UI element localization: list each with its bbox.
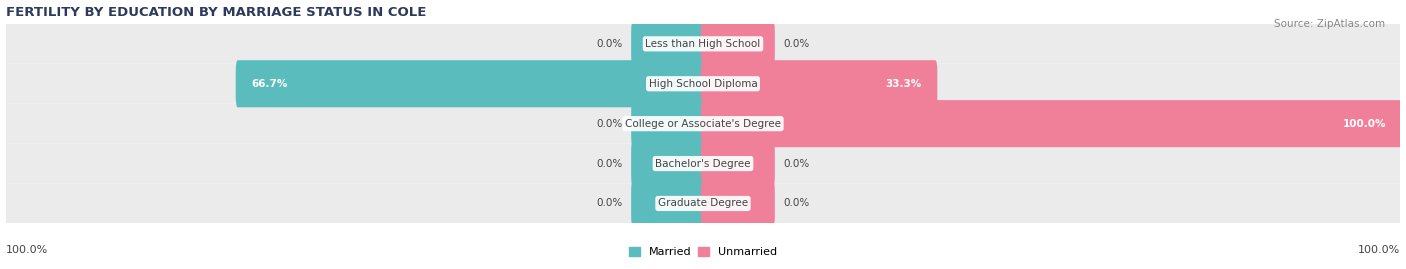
Text: 100.0%: 100.0% <box>1343 119 1386 129</box>
Text: 0.0%: 0.0% <box>783 199 810 208</box>
FancyBboxPatch shape <box>6 64 1400 104</box>
FancyBboxPatch shape <box>702 140 775 187</box>
FancyBboxPatch shape <box>702 180 775 227</box>
Text: 33.3%: 33.3% <box>884 79 921 89</box>
FancyBboxPatch shape <box>631 140 704 187</box>
FancyBboxPatch shape <box>631 100 704 147</box>
Text: 100.0%: 100.0% <box>6 245 48 255</box>
Text: 66.7%: 66.7% <box>252 79 288 89</box>
Text: 0.0%: 0.0% <box>783 39 810 49</box>
FancyBboxPatch shape <box>631 180 704 227</box>
Text: High School Diploma: High School Diploma <box>648 79 758 89</box>
Text: Source: ZipAtlas.com: Source: ZipAtlas.com <box>1274 19 1385 29</box>
FancyBboxPatch shape <box>236 60 704 107</box>
FancyBboxPatch shape <box>6 183 1400 224</box>
Text: FERTILITY BY EDUCATION BY MARRIAGE STATUS IN COLE: FERTILITY BY EDUCATION BY MARRIAGE STATU… <box>6 6 426 19</box>
FancyBboxPatch shape <box>702 100 1403 147</box>
Text: 0.0%: 0.0% <box>596 119 623 129</box>
FancyBboxPatch shape <box>6 24 1400 64</box>
FancyBboxPatch shape <box>6 144 1400 183</box>
Text: Bachelor's Degree: Bachelor's Degree <box>655 158 751 169</box>
FancyBboxPatch shape <box>702 20 775 68</box>
Text: 0.0%: 0.0% <box>783 158 810 169</box>
FancyBboxPatch shape <box>702 60 938 107</box>
FancyBboxPatch shape <box>631 20 704 68</box>
Text: 100.0%: 100.0% <box>1358 245 1400 255</box>
Legend: Married, Unmarried: Married, Unmarried <box>624 242 782 262</box>
Text: 0.0%: 0.0% <box>596 39 623 49</box>
FancyBboxPatch shape <box>6 104 1400 144</box>
Text: Less than High School: Less than High School <box>645 39 761 49</box>
Text: 0.0%: 0.0% <box>596 158 623 169</box>
Text: College or Associate's Degree: College or Associate's Degree <box>626 119 780 129</box>
Text: Graduate Degree: Graduate Degree <box>658 199 748 208</box>
Text: 0.0%: 0.0% <box>596 199 623 208</box>
